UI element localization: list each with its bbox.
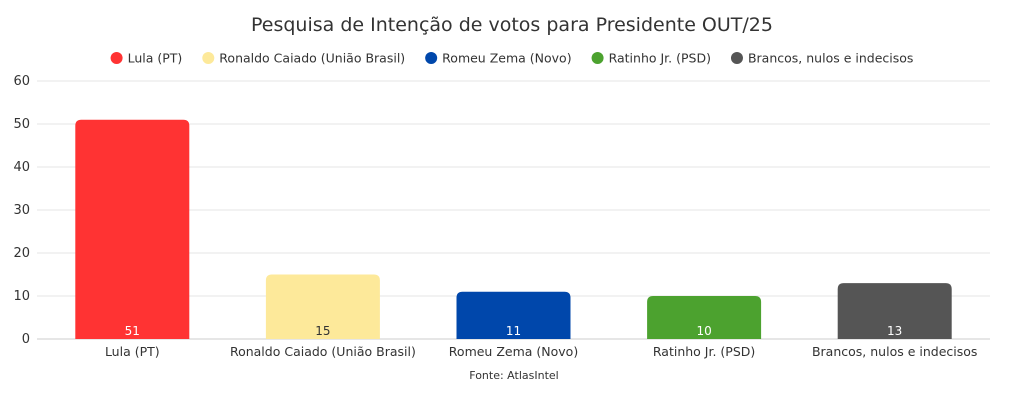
legend-swatch	[425, 52, 438, 64]
x-tick-label: Romeu Zema (Novo)	[449, 344, 578, 359]
bar-value-label: 11	[506, 324, 521, 338]
bars: 51 15 11 10 13	[75, 119, 952, 339]
bar-value-label: 51	[125, 324, 140, 338]
bar	[837, 283, 952, 339]
x-tick-label: Ratinho Jr. (PSD)	[653, 344, 755, 359]
y-tick-label: 40	[13, 160, 30, 175]
legend-item[interactable]: Romeu Zema (Novo)	[425, 51, 572, 66]
legend-swatch	[202, 52, 215, 64]
legend-label: Ronaldo Caiado (União Brasil)	[219, 51, 405, 66]
legend-swatch	[730, 52, 743, 64]
legend-label: Lula (PT)	[128, 51, 183, 66]
y-axis: 0 10 20 30 40 50 60	[13, 74, 30, 347]
bar-value-label: 13	[887, 324, 902, 338]
legend-item[interactable]: Brancos, nulos e indecisos	[730, 51, 913, 66]
legend-item[interactable]: Lula (PT)	[110, 51, 183, 66]
x-tick-label: Lula (PT)	[105, 344, 160, 359]
legend-swatch	[591, 52, 604, 64]
x-axis: Lula (PT) Ronaldo Caiado (União Brasil) Ro…	[105, 344, 977, 359]
x-tick-label: Brancos, nulos e indecisos	[812, 344, 977, 359]
y-tick-label: 10	[13, 289, 30, 304]
legend-item[interactable]: Ronaldo Caiado (União Brasil)	[202, 51, 405, 66]
legend-label: Brancos, nulos e indecisos	[748, 51, 913, 66]
bar	[75, 119, 190, 339]
legend-item[interactable]: Ratinho Jr. (PSD)	[591, 51, 711, 66]
source-note: Fonte: AtlasIntel	[469, 369, 558, 382]
bar	[265, 274, 380, 339]
legend-swatch	[110, 52, 123, 64]
chart-title: Pesquisa de Intenção de votos para Presi…	[251, 14, 773, 36]
y-tick-label: 0	[22, 332, 30, 347]
y-tick-label: 30	[13, 203, 30, 218]
y-tick-label: 50	[13, 117, 30, 132]
bar-value-label: 15	[315, 324, 330, 338]
legend-label: Romeu Zema (Novo)	[442, 51, 571, 66]
y-tick-label: 60	[13, 74, 30, 89]
legend: Lula (PT) Ronaldo Caiado (União Brasil) Ro…	[110, 51, 913, 66]
x-tick-label: Ronaldo Caiado (União Brasil)	[230, 344, 416, 359]
grid	[37, 80, 990, 340]
bar-value-label: 10	[696, 324, 711, 338]
bar	[647, 296, 762, 339]
y-tick-label: 20	[13, 246, 30, 261]
legend-label: Ratinho Jr. (PSD)	[609, 51, 711, 66]
bar	[456, 291, 571, 339]
